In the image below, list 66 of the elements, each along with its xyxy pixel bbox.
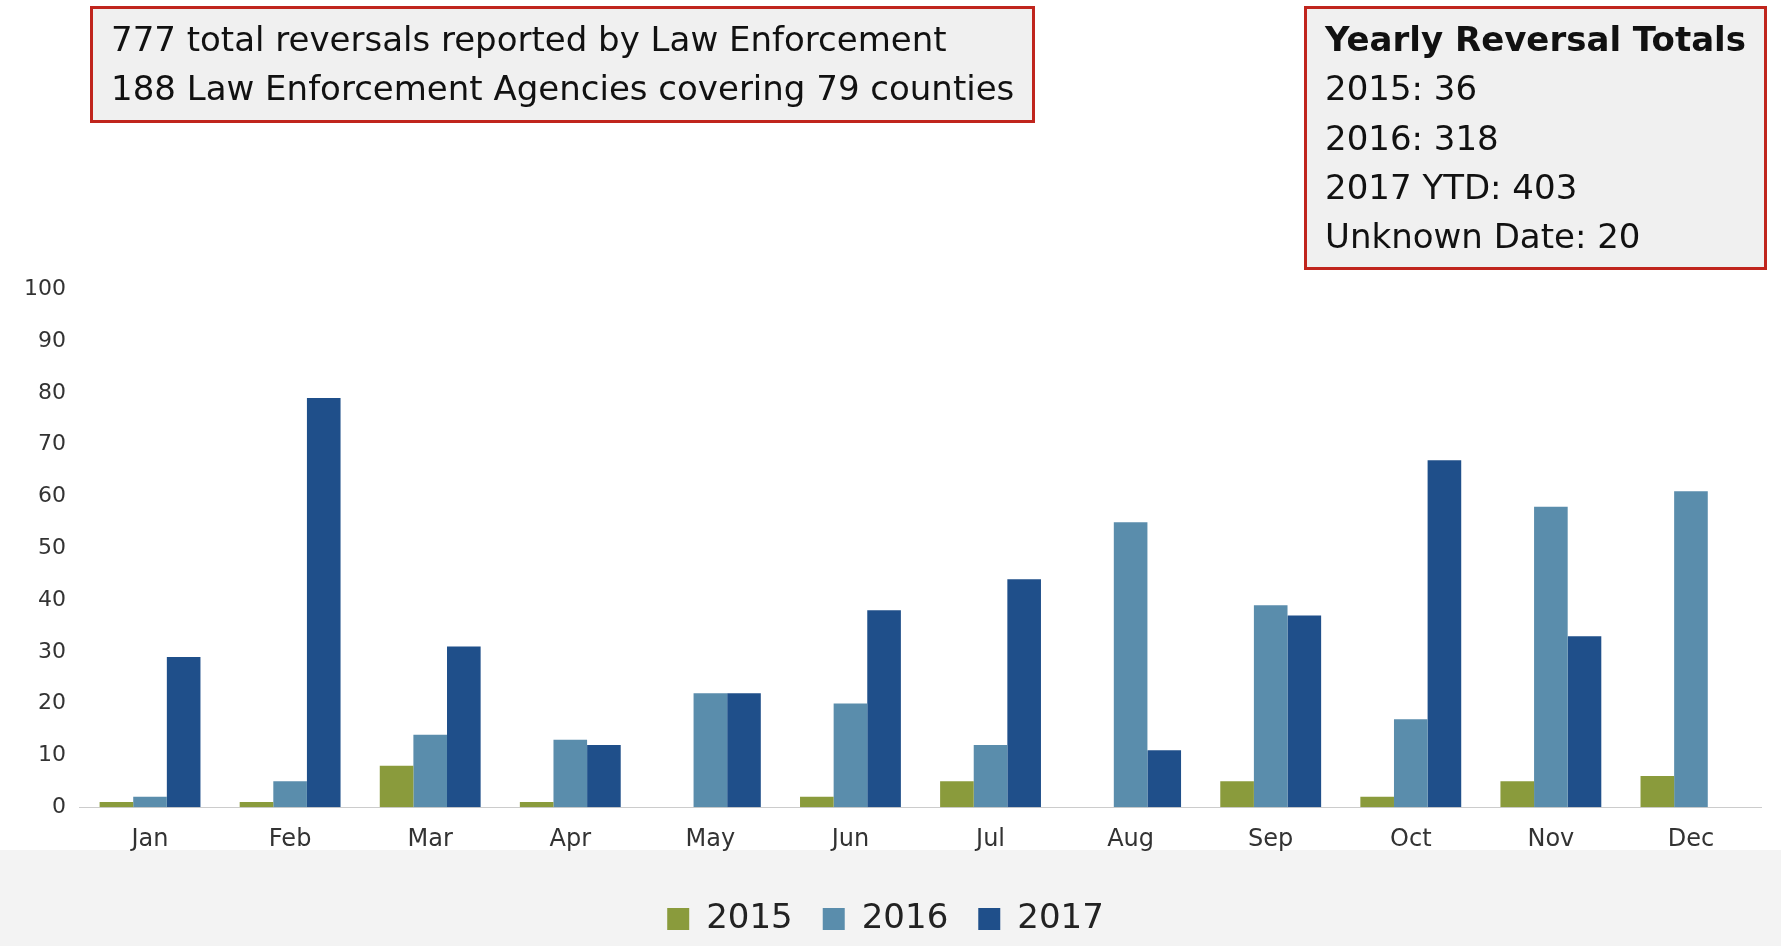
bar [1640, 776, 1675, 808]
x-tick-label: Jul [974, 823, 1006, 852]
y-tick-label: 20 [37, 689, 66, 715]
y-tick-label: 40 [37, 585, 66, 611]
text: 2016: 318 [1325, 116, 1500, 160]
x-tick-label: Feb [268, 823, 312, 852]
x-tick-label: May [685, 823, 736, 852]
bar [1674, 491, 1708, 808]
bar [1147, 750, 1182, 808]
bar [1287, 615, 1322, 808]
bar [1567, 636, 1602, 808]
x-tick-label: Dec [1667, 823, 1715, 852]
bar [1220, 781, 1254, 808]
text: Yearly Reversal Totals [1325, 18, 1746, 61]
bar [1113, 522, 1148, 808]
bar [940, 781, 974, 808]
y-tick-label: 100 [23, 274, 66, 300]
text: 2015: 36 [1325, 67, 1479, 111]
y-tick-label: 80 [37, 378, 66, 404]
y-tick-label: 0 [51, 792, 66, 818]
legend-label: 2015 [706, 895, 793, 936]
bar [166, 656, 201, 808]
bar [553, 739, 588, 808]
y-tick-label: 90 [37, 326, 66, 352]
bar [727, 693, 761, 808]
bar [133, 796, 167, 808]
bar [1427, 460, 1462, 808]
bar [379, 765, 414, 808]
bar [1500, 781, 1535, 808]
y-tick-label: 60 [37, 482, 66, 508]
legend-label: 2017 [1017, 895, 1104, 936]
legend-label: 2016 [861, 895, 949, 936]
bar [800, 796, 834, 808]
y-tick-label: 10 [37, 741, 66, 767]
bar [1360, 796, 1394, 808]
bar [1007, 579, 1041, 808]
x-tick-label: Aug [1107, 823, 1155, 852]
bar [1393, 719, 1428, 808]
bar [693, 693, 728, 808]
bar [833, 703, 868, 808]
bar [273, 781, 307, 808]
text: 188 Law Enforcement Agencies covering 79 counties [111, 67, 1015, 111]
y-tick-label: 30 [37, 637, 66, 663]
x-tick-label: Sep [1248, 823, 1294, 852]
bar [99, 802, 134, 808]
bar [519, 802, 554, 808]
bar [413, 734, 448, 808]
bar [973, 745, 1008, 808]
text: 777 total reversals reported by Law Enforcement [111, 18, 948, 61]
bar [867, 610, 901, 808]
y-tick-label: 70 [37, 430, 66, 456]
x-tick-label: Oct [1390, 823, 1432, 852]
bar [1534, 506, 1568, 808]
bar [587, 745, 621, 808]
bar [239, 802, 274, 808]
y-tick-label: 50 [37, 533, 66, 559]
x-tick-label: Apr [549, 823, 592, 852]
text: 2017 YTD: 403 [1325, 165, 1579, 209]
bar [1253, 605, 1288, 808]
x-tick-label: Mar [407, 823, 453, 852]
x-tick-label: Jan [129, 823, 169, 852]
x-tick-label: Jun [829, 823, 870, 852]
text: Unknown Date: 20 [1325, 215, 1642, 259]
bar [306, 397, 341, 808]
x-tick-label: Nov [1527, 823, 1575, 852]
bar [447, 646, 481, 808]
